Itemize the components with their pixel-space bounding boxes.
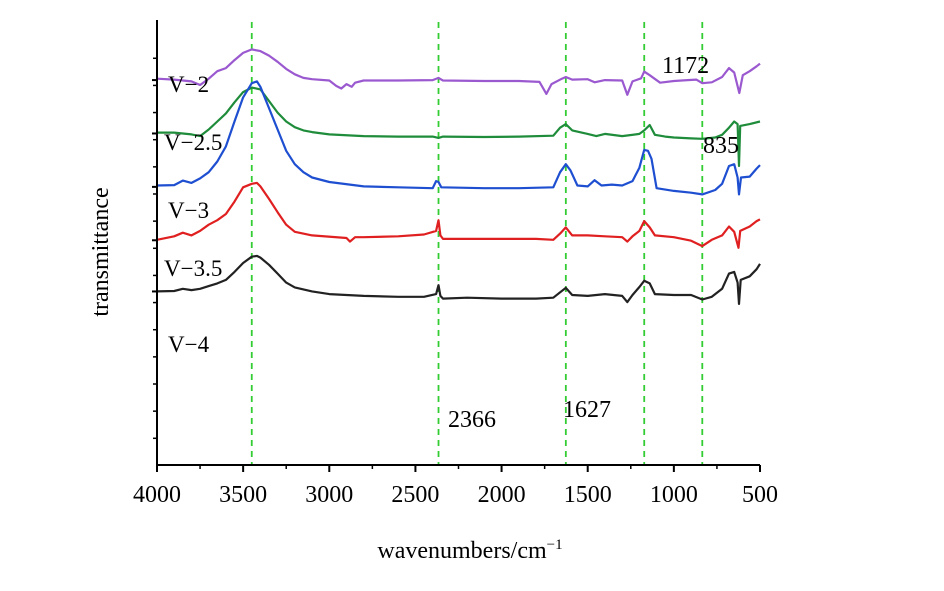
peak-label-1172: 1172 xyxy=(662,53,709,79)
series-line-v-2.5 xyxy=(157,86,761,168)
y-axis-title: transmittance xyxy=(88,187,114,316)
series-line-v-3 xyxy=(156,80,761,196)
series-label-v-3: V−3 xyxy=(168,198,209,223)
x-tick-label-1000: 1000 xyxy=(650,482,698,508)
series-layer xyxy=(152,48,761,305)
series-label-v-2.5: V−2.5 xyxy=(164,130,222,155)
series-line-v-3.5 xyxy=(156,181,761,249)
x-tick-label-3000: 3000 xyxy=(305,482,353,508)
reference-lines xyxy=(250,22,704,465)
x-tick-label-2500: 2500 xyxy=(391,482,439,508)
x-tick-label-500: 500 xyxy=(742,482,778,508)
x-axis-title-superscript: −1 xyxy=(547,537,563,553)
x-axis-title: wavenumbers/cm−1 xyxy=(377,537,562,564)
axes: 4000 3500 3000 2500 2000 1500 1000 500 xyxy=(133,20,778,508)
series-line-v-2 xyxy=(156,48,761,96)
x-tick-label-2000: 2000 xyxy=(478,482,526,508)
labels-layer: V−2 V−2.5 V−3 V−3.5 V−4 2366 1627 1172 835 xyxy=(164,53,739,433)
x-tick-label-4000: 4000 xyxy=(133,482,181,508)
x-tick-label-1500: 1500 xyxy=(564,482,612,508)
series-label-v-3.5: V−3.5 xyxy=(164,256,222,281)
series-line-v-4 xyxy=(156,254,761,305)
series-label-v-4: V−4 xyxy=(168,332,210,357)
peak-label-2366: 2366 xyxy=(448,407,496,433)
peak-label-835: 835 xyxy=(703,133,739,159)
x-tick-label-3500: 3500 xyxy=(219,482,267,508)
peak-label-1627: 1627 xyxy=(563,397,611,423)
series-label-v-2: V−2 xyxy=(168,72,209,97)
